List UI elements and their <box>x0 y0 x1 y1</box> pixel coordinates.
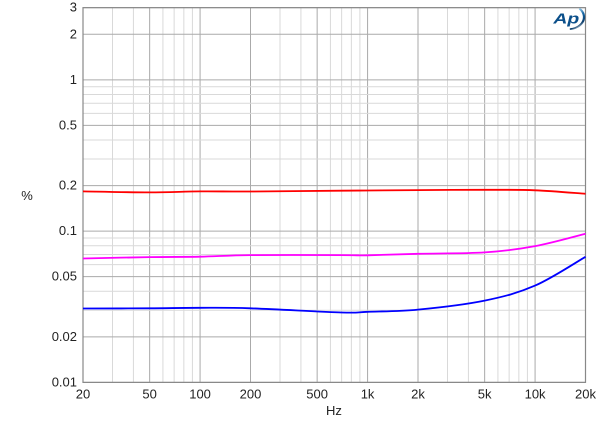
svg-text:5k: 5k <box>478 386 492 401</box>
svg-text:200: 200 <box>240 386 262 401</box>
svg-text:0.01: 0.01 <box>52 374 77 389</box>
svg-text:1k: 1k <box>361 386 375 401</box>
svg-text:100: 100 <box>189 386 211 401</box>
svg-text:1: 1 <box>70 72 77 87</box>
svg-text:Ap: Ap <box>552 9 579 26</box>
svg-text:%: % <box>21 188 33 203</box>
svg-text:10k: 10k <box>525 386 546 401</box>
svg-text:50: 50 <box>142 386 156 401</box>
svg-text:0.5: 0.5 <box>59 117 77 132</box>
svg-text:0.1: 0.1 <box>59 223 77 238</box>
svg-text:20k: 20k <box>575 386 596 401</box>
svg-text:500: 500 <box>306 386 328 401</box>
svg-text:Hz: Hz <box>326 403 342 418</box>
svg-text:3: 3 <box>70 0 77 15</box>
svg-text:2k: 2k <box>411 386 425 401</box>
svg-text:2: 2 <box>70 26 77 41</box>
svg-text:20: 20 <box>76 386 90 401</box>
svg-text:0.02: 0.02 <box>52 329 77 344</box>
svg-text:0.05: 0.05 <box>52 269 77 284</box>
svg-text:0.2: 0.2 <box>59 178 77 193</box>
